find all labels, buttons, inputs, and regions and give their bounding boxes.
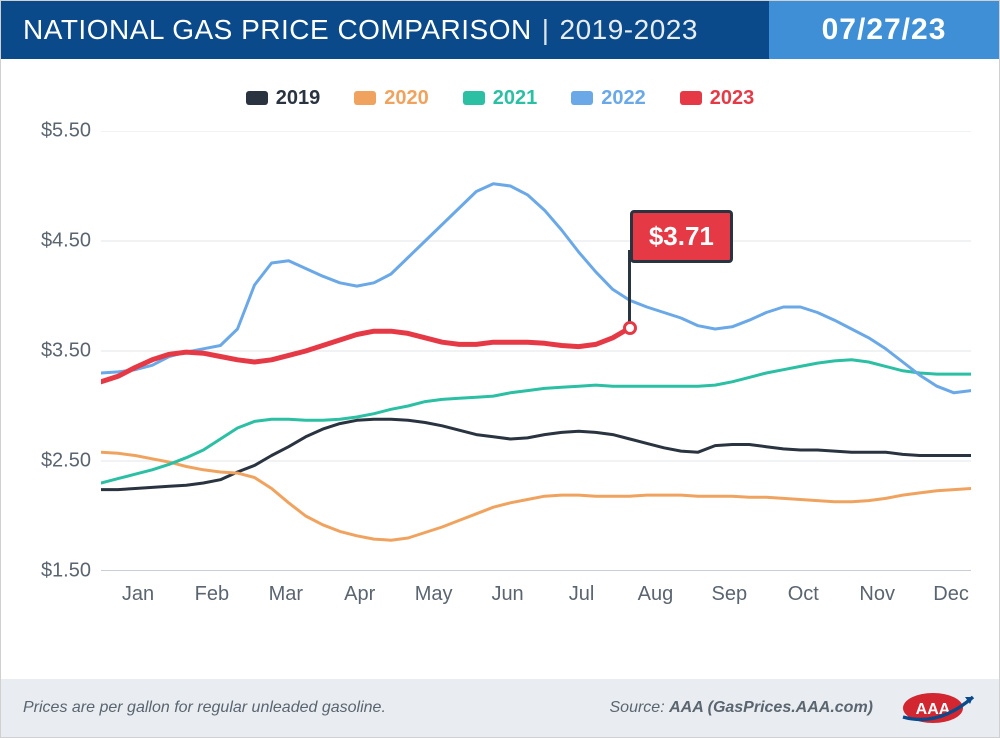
title-year-range: 2019-2023	[560, 14, 698, 46]
legend-item: 2021	[463, 87, 538, 110]
title-main: NATIONAL GAS PRICE COMPARISON	[23, 14, 532, 46]
header-bar: NATIONAL GAS PRICE COMPARISON | 2019-202…	[1, 1, 999, 59]
chart-legend: 2019 2020 2021 2022 2023	[1, 59, 999, 119]
legend-label: 2021	[493, 87, 538, 110]
header-date: 07/27/23	[769, 1, 999, 59]
legend-label: 2020	[384, 87, 429, 110]
aaa-logo: AAA	[899, 687, 977, 729]
y-axis-tick-label: $2.50	[31, 450, 91, 473]
x-axis-tick-label: Oct	[788, 583, 819, 606]
legend-label: 2019	[276, 87, 321, 110]
x-axis-tick-label: Nov	[859, 583, 895, 606]
plot-region: $3.71	[101, 131, 971, 571]
chart-area: $1.50$2.50$3.50$4.50$5.50 $3.71 JanFebMa…	[31, 131, 971, 631]
legend-item: 2020	[354, 87, 429, 110]
legend-label: 2022	[601, 87, 646, 110]
title-separator: |	[542, 14, 550, 46]
x-axis-tick-label: Apr	[344, 583, 375, 606]
x-axis-tick-label: Mar	[269, 583, 303, 606]
y-axis-tick-label: $1.50	[31, 560, 91, 583]
y-axis-tick-label: $4.50	[31, 230, 91, 253]
x-axis-tick-label: Sep	[712, 583, 748, 606]
series-line	[101, 419, 971, 489]
legend-item: 2022	[571, 87, 646, 110]
legend-swatch	[571, 91, 593, 105]
legend-swatch	[354, 91, 376, 105]
x-axis-tick-label: Aug	[638, 583, 674, 606]
legend-swatch	[680, 91, 702, 105]
x-axis-tick-label: Feb	[195, 583, 229, 606]
header-title-area: NATIONAL GAS PRICE COMPARISON | 2019-202…	[1, 1, 769, 59]
x-axis-tick-label: Jan	[122, 583, 154, 606]
footer-source: Source: AAA (GasPrices.AAA.com)	[610, 699, 874, 717]
series-line	[101, 328, 630, 382]
x-axis-tick-label: Jun	[491, 583, 523, 606]
footer-note: Prices are per gallon for regular unlead…	[23, 699, 610, 717]
footer-source-name: AAA (GasPrices.AAA.com)	[669, 699, 873, 716]
legend-label: 2023	[710, 87, 755, 110]
footer-source-prefix: Source:	[610, 699, 670, 716]
legend-item: 2019	[246, 87, 321, 110]
legend-item: 2023	[680, 87, 755, 110]
legend-swatch	[246, 91, 268, 105]
y-axis-tick-label: $3.50	[31, 340, 91, 363]
footer-bar: Prices are per gallon for regular unlead…	[1, 679, 999, 737]
series-line	[101, 452, 971, 540]
x-axis-tick-label: Jul	[569, 583, 595, 606]
x-axis-tick-label: May	[415, 583, 453, 606]
x-axis-tick-label: Dec	[933, 583, 969, 606]
y-axis-tick-label: $5.50	[31, 120, 91, 143]
series-line	[101, 360, 971, 483]
legend-swatch	[463, 91, 485, 105]
